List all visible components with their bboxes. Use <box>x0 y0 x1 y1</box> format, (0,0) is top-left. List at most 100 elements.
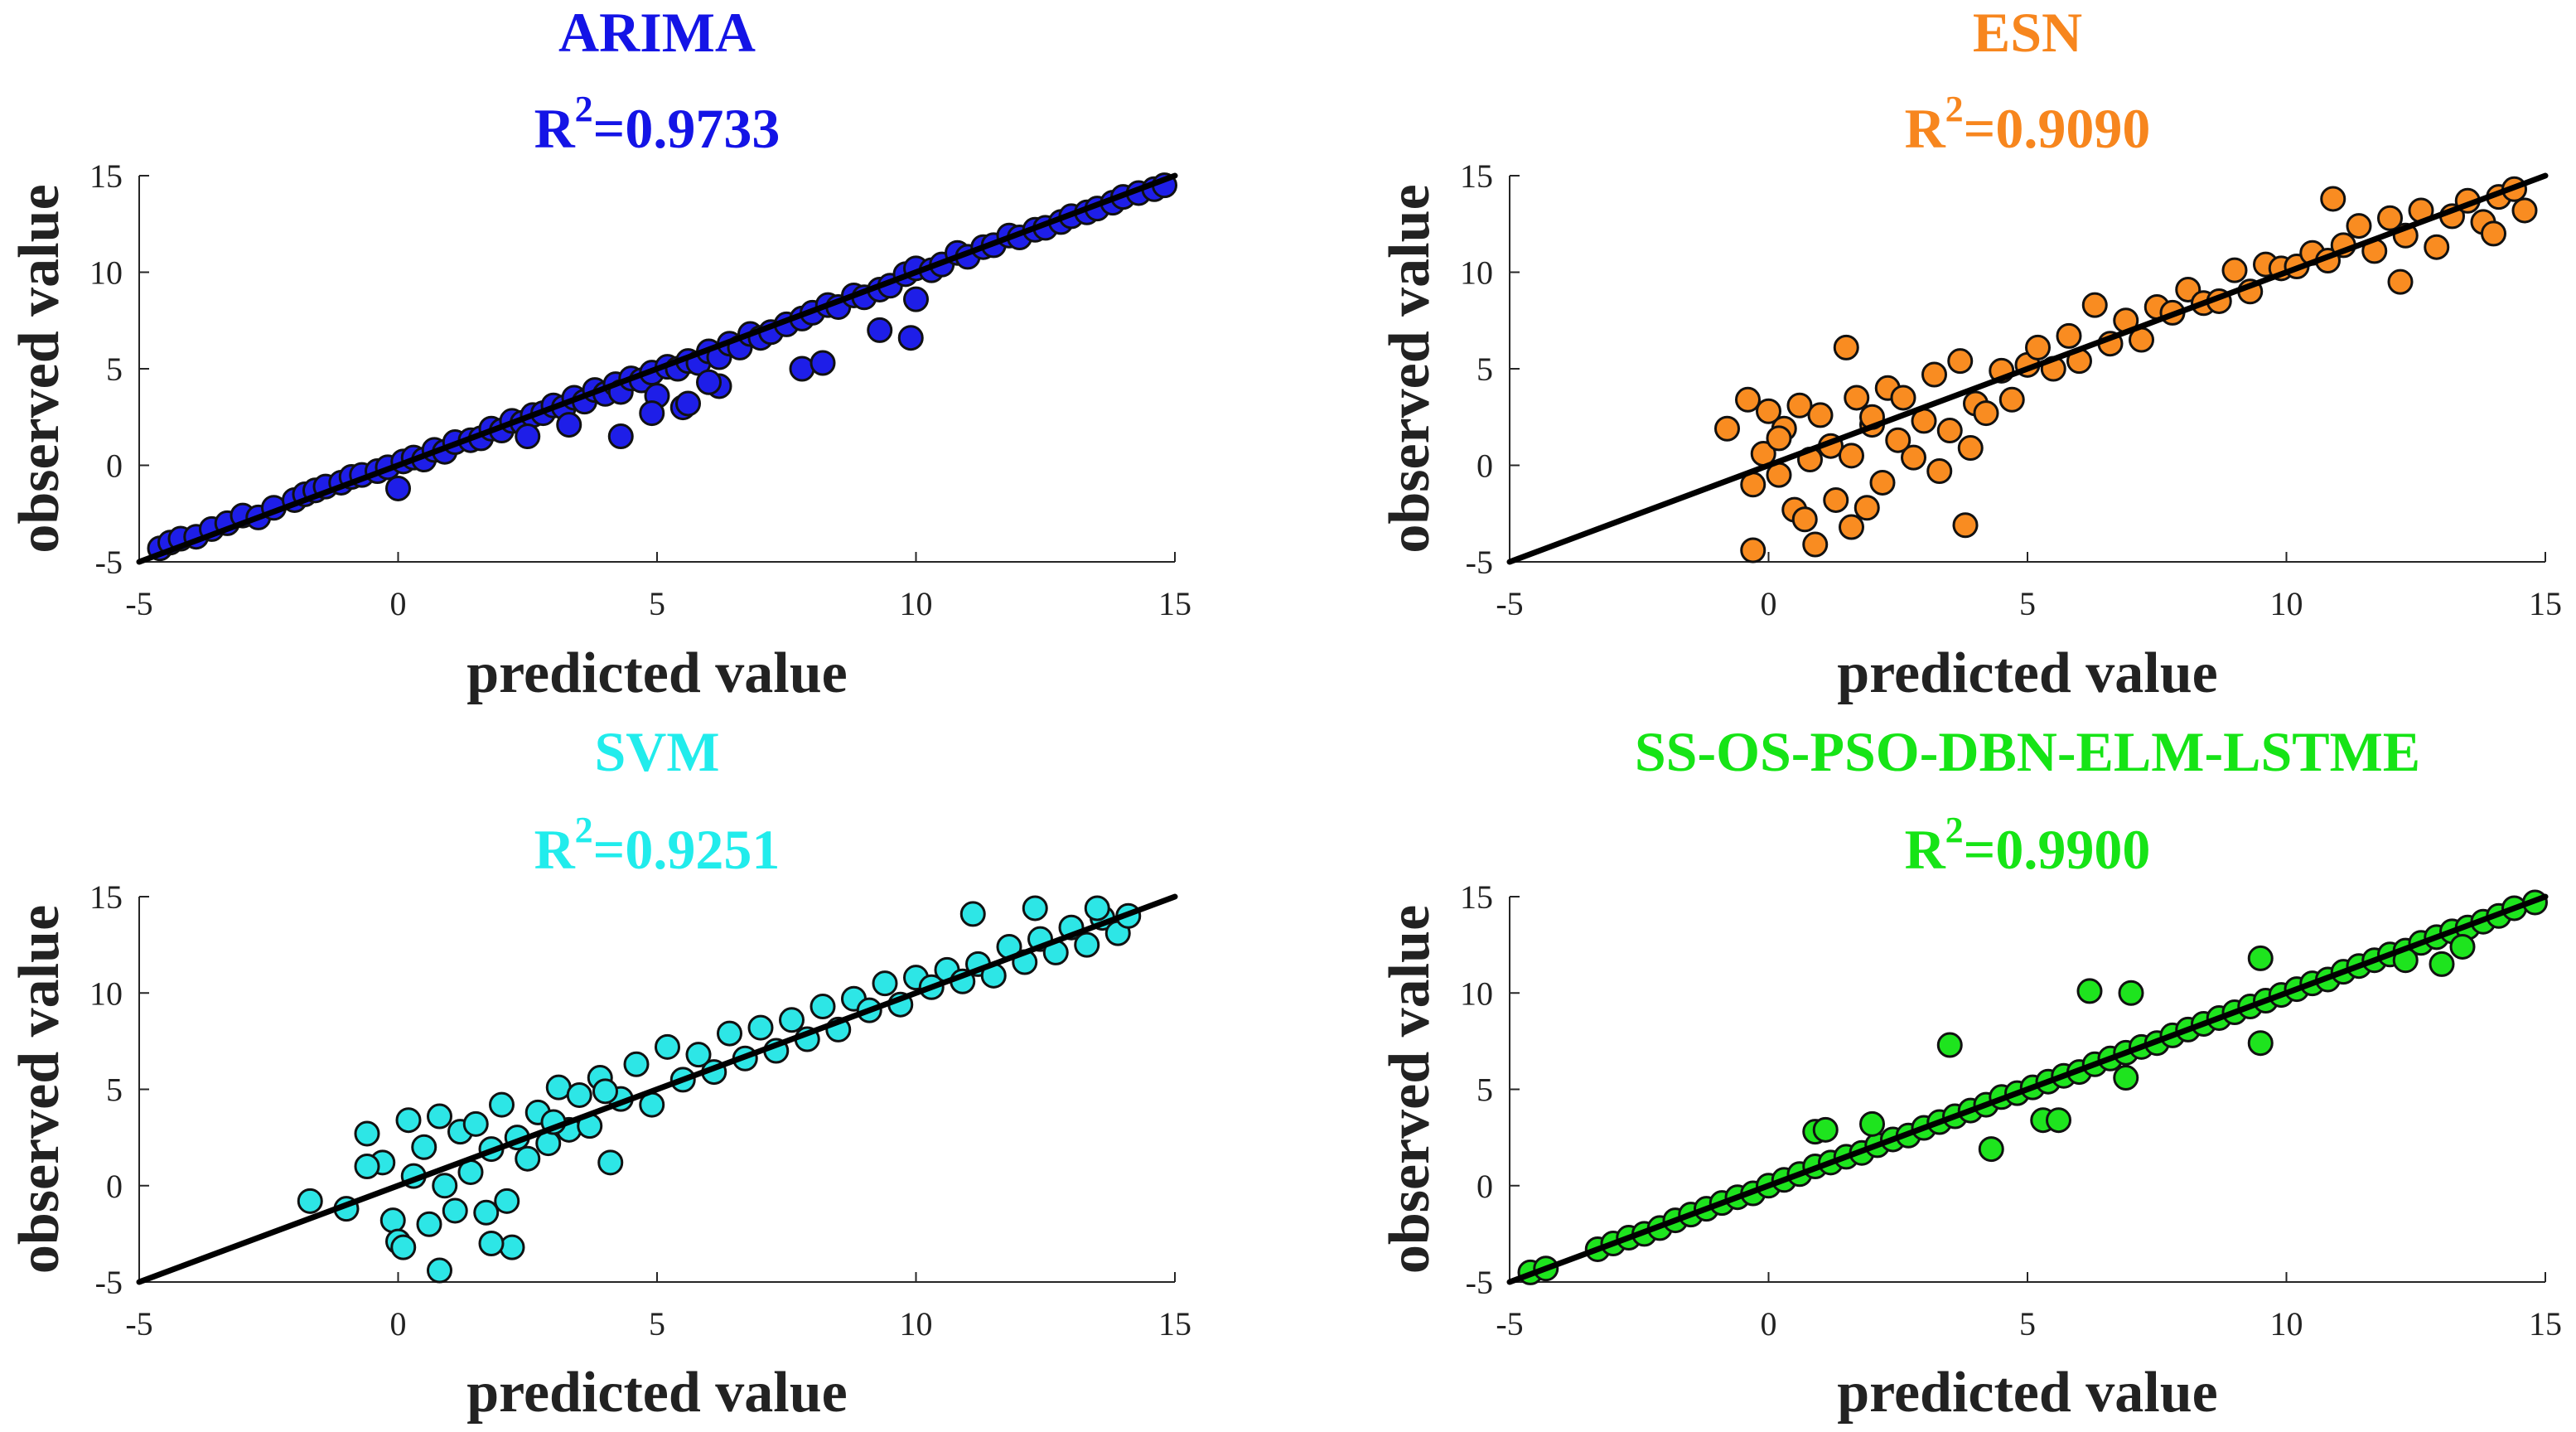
data-point <box>1074 931 1100 958</box>
y-tick-label: 5 <box>1476 1072 1493 1109</box>
data-point <box>592 1078 618 1105</box>
data-point <box>1802 531 1829 558</box>
y-tick-label: 0 <box>1476 1168 1493 1205</box>
scatter-points <box>1714 176 2538 564</box>
data-point <box>411 1134 437 1160</box>
y-tick-label: 10 <box>1460 975 1493 1012</box>
data-point <box>1756 398 1781 424</box>
chart-panel-3: SVM R2=0.9251 -5 0 5 10 15 -5 0 5 10 15 predicted va… <box>7 720 1191 1425</box>
data-point <box>2424 234 2450 260</box>
y-tick-label: 0 <box>106 448 123 485</box>
r-squared-value: =0.9090 <box>1964 97 2151 160</box>
y-tick-label: 15 <box>1460 878 1493 916</box>
data-point <box>2046 1107 2071 1134</box>
x-tick-label: -5 <box>125 585 152 622</box>
data-point <box>1823 486 1849 513</box>
data-point <box>379 1207 406 1234</box>
r-squared-superscript: 2 <box>1945 810 1964 850</box>
data-point <box>1791 506 1818 533</box>
data-point <box>867 317 893 343</box>
r-squared-value: =0.9251 <box>593 818 781 881</box>
data-point <box>442 1197 468 1224</box>
x-axis-label: predicted value <box>1837 641 2218 705</box>
data-point <box>696 369 722 395</box>
r-squared-label: R2=0.9733 <box>534 89 781 160</box>
data-point <box>2221 257 2248 283</box>
data-point <box>897 325 924 351</box>
y-tick-label: 15 <box>1460 157 1493 195</box>
data-point <box>2247 1030 2274 1057</box>
data-point <box>2247 945 2274 971</box>
data-point <box>1833 334 1859 360</box>
data-point <box>1839 514 1864 540</box>
x-tick-label: -5 <box>1496 1305 1523 1342</box>
data-point <box>297 1188 323 1214</box>
data-point <box>717 1020 742 1047</box>
fit-line <box>1506 893 2549 1285</box>
chart-panel-4: SS-OS-PSO-DBN-ELM-LSTME R2=0.9900 -5 0 5 10 15… <box>1378 720 2562 1425</box>
y-tick-label: 0 <box>106 1168 123 1205</box>
x-tick-label: -5 <box>125 1305 152 1342</box>
data-point <box>1921 361 1947 388</box>
x-tick-label: 10 <box>900 585 933 622</box>
r-squared-label: R2=0.9900 <box>1905 810 2151 881</box>
data-point <box>2449 933 2476 960</box>
y-tick-label: 0 <box>1476 448 1493 485</box>
data-point <box>385 475 411 501</box>
data-point <box>473 1199 500 1226</box>
data-point <box>2025 334 2051 360</box>
data-point <box>2056 322 2082 349</box>
r-squared-superscript: 2 <box>1945 89 1964 129</box>
x-axis-label: predicted value <box>466 641 848 705</box>
r-squared-superscript: 2 <box>575 810 593 850</box>
y-axis-label: observed value <box>7 905 71 1274</box>
data-point <box>354 1154 380 1179</box>
data-point <box>515 1145 541 1172</box>
x-tick-label: 0 <box>390 585 407 622</box>
fit-line <box>1506 172 2549 565</box>
data-point <box>1714 415 1740 442</box>
y-tick-label: 5 <box>106 351 123 388</box>
data-point <box>2118 980 2144 1006</box>
x-tick-label: 5 <box>649 1305 665 1342</box>
data-point <box>1952 512 1979 539</box>
data-point <box>1786 392 1813 418</box>
data-point <box>390 1234 417 1260</box>
data-point <box>872 970 898 997</box>
data-point <box>810 994 836 1020</box>
r-squared-label: R2=0.9090 <box>1905 89 2151 160</box>
data-point <box>2320 186 2346 212</box>
y-tick-label: 10 <box>89 254 123 292</box>
data-point <box>1901 444 1926 471</box>
x-tick-label: 15 <box>2529 1305 2562 1342</box>
data-point <box>1936 1032 1963 1058</box>
data-point <box>1947 348 1974 375</box>
y-axis-label: observed value <box>1378 184 1442 553</box>
data-point <box>478 1231 505 1256</box>
data-point <box>959 901 986 927</box>
data-point <box>432 1173 458 1199</box>
data-point <box>639 400 665 427</box>
data-point <box>1998 386 2025 413</box>
data-point <box>489 1091 515 1118</box>
data-point <box>515 423 541 450</box>
data-point <box>903 286 929 312</box>
chart-title: SS-OS-PSO-DBN-ELM-LSTME <box>1635 720 2420 783</box>
y-tick-label: -5 <box>95 544 123 581</box>
data-point <box>499 1234 525 1260</box>
data-point <box>655 1033 680 1060</box>
r-squared-symbol: R <box>1905 97 1946 160</box>
r-squared-superscript: 2 <box>575 89 593 129</box>
x-tick-label: 10 <box>900 1305 933 1342</box>
chart-title: ESN <box>1973 1 2082 64</box>
data-point <box>2387 268 2414 295</box>
y-tick-label: 5 <box>106 1072 123 1109</box>
chart-panel-2: ESN R2=0.9090 -5 0 5 10 15 -5 0 5 10 15 predicted va… <box>1378 1 2562 705</box>
scatter-points <box>147 172 1177 562</box>
data-point <box>1869 469 1896 496</box>
data-point <box>607 423 634 450</box>
data-point <box>1022 895 1048 922</box>
data-point <box>2076 978 2103 1004</box>
scatter-points <box>297 895 1142 1284</box>
